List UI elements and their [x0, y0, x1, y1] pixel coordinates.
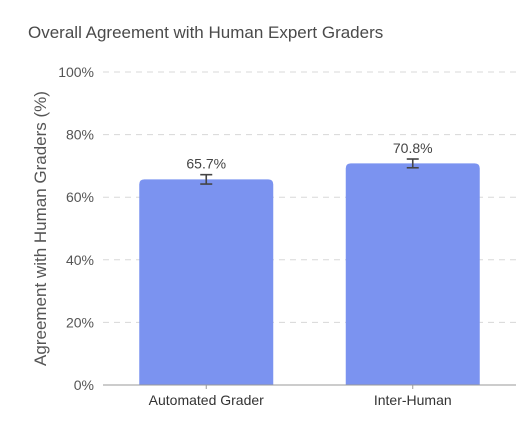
chart-title: Overall Agreement with Human Expert Grad… — [28, 23, 383, 42]
data-label: 70.8% — [393, 140, 433, 156]
y-tick-label: 60% — [66, 189, 94, 205]
y-tick-label: 0% — [74, 377, 94, 393]
y-tick-label: 40% — [66, 252, 94, 268]
y-axis-label: Agreement with Human Graders (%) — [31, 91, 50, 366]
bar — [345, 163, 480, 385]
data-label: 65.7% — [186, 156, 226, 172]
y-tick-label: 20% — [66, 314, 94, 330]
error-bar — [406, 158, 419, 169]
x-tick-label: Automated Grader — [149, 392, 265, 408]
error-bar — [200, 173, 213, 185]
x-axis-ticks: Automated Grader Inter-Human — [149, 385, 452, 408]
bars: 65.7% 70.8% — [139, 140, 480, 385]
y-axis-ticks: 0% 20% 40% 60% 80% 100% — [58, 64, 94, 393]
bar — [139, 179, 274, 385]
y-tick-label: 80% — [66, 127, 94, 143]
y-tick-label: 100% — [58, 64, 94, 80]
x-tick-label: Inter-Human — [374, 392, 452, 408]
